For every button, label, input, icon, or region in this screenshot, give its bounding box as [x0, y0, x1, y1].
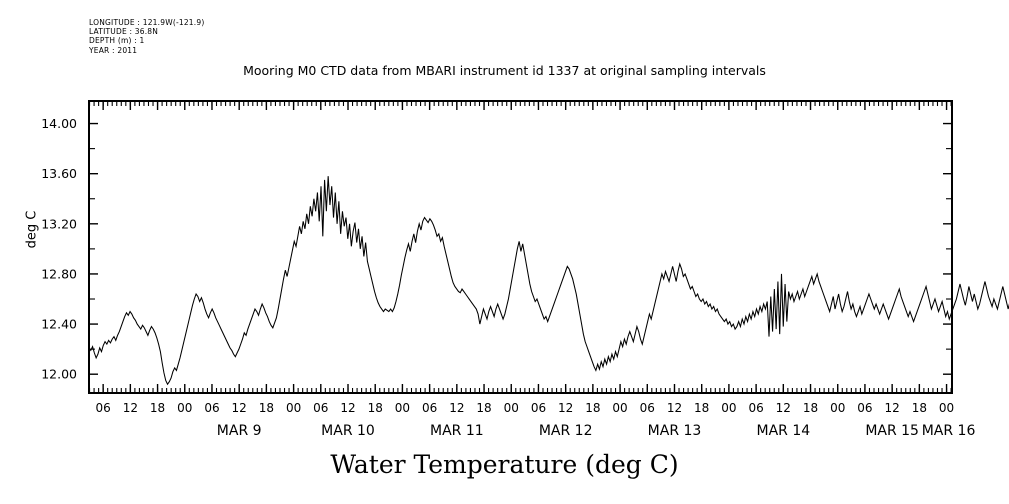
x-day-label: MAR 13	[648, 423, 702, 439]
x-tick-label: 18	[259, 401, 274, 415]
x-tick-label: 12	[667, 401, 682, 415]
y-tick-label: 12.00	[41, 367, 77, 382]
x-tick-label: 12	[449, 401, 464, 415]
x-tick-label: 12	[340, 401, 355, 415]
y-tick-label: 12.40	[41, 317, 77, 332]
x-tick-label: 06	[857, 401, 872, 415]
x-tick-label: 12	[776, 401, 791, 415]
y-tick-label: 13.60	[41, 166, 77, 181]
x-day-label: MAR 11	[430, 423, 484, 439]
x-tick-label: 06	[313, 401, 328, 415]
x-day-label: MAR 9	[217, 423, 262, 439]
x-tick-label: 00	[395, 401, 410, 415]
x-tick-label: 18	[150, 401, 165, 415]
x-day-label: MAR 16	[922, 423, 976, 439]
x-tick-label: 06	[531, 401, 546, 415]
x-tick-label: 00	[504, 401, 519, 415]
x-tick-label: 06	[96, 401, 111, 415]
x-tick-label: 12	[123, 401, 138, 415]
x-tick-label: 06	[204, 401, 219, 415]
x-tick-label: 00	[286, 401, 301, 415]
x-tick-label: 12	[885, 401, 900, 415]
x-tick-label: 18	[912, 401, 927, 415]
x-tick-label: 18	[368, 401, 383, 415]
x-tick-label: 18	[585, 401, 600, 415]
metadata-longitude: LONGITUDE : 121.9W(-121.9)	[89, 18, 205, 27]
x-tick-label: 00	[612, 401, 627, 415]
x-tick-label: 12	[232, 401, 247, 415]
x-tick-label: 00	[177, 401, 192, 415]
chart-title: Mooring M0 CTD data from MBARI instrumen…	[243, 63, 766, 78]
x-axis-title: Water Temperature (deg C)	[330, 450, 679, 479]
x-tick-label: 06	[748, 401, 763, 415]
x-day-label: MAR 10	[321, 423, 375, 439]
y-tick-label: 14.00	[41, 116, 77, 131]
x-tick-label: 12	[558, 401, 573, 415]
x-day-label: MAR 15	[865, 423, 919, 439]
y-axis-title: deg C	[24, 210, 40, 249]
y-tick-label: 13.20	[41, 216, 77, 231]
metadata-block: LONGITUDE : 121.9W(-121.9) LATITUDE : 36…	[89, 18, 204, 55]
x-tick-label: 18	[803, 401, 818, 415]
metadata-depth: DEPTH (m) : 1	[89, 36, 145, 46]
x-day-label: MAR 14	[756, 423, 810, 439]
x-tick-label: 06	[640, 401, 655, 415]
metadata-latitude: LATITUDE : 36.8N	[89, 27, 159, 37]
x-tick-label: 00	[830, 401, 845, 415]
x-tick-label: 00	[939, 401, 954, 415]
metadata-year: YEAR : 2011	[89, 45, 138, 55]
x-tick-label: 06	[422, 401, 437, 415]
x-day-label: MAR 12	[539, 423, 593, 439]
data-series-line	[88, 176, 1009, 386]
x-tick-label: 18	[694, 401, 709, 415]
x-tick-label: 18	[476, 401, 491, 415]
x-tick-label: 00	[721, 401, 736, 415]
y-tick-label: 12.80	[41, 266, 77, 281]
